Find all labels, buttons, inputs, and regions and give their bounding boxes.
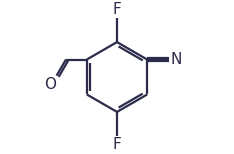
Text: F: F [113, 137, 121, 152]
Text: N: N [171, 52, 182, 67]
Text: F: F [113, 2, 121, 17]
Text: O: O [44, 77, 56, 92]
